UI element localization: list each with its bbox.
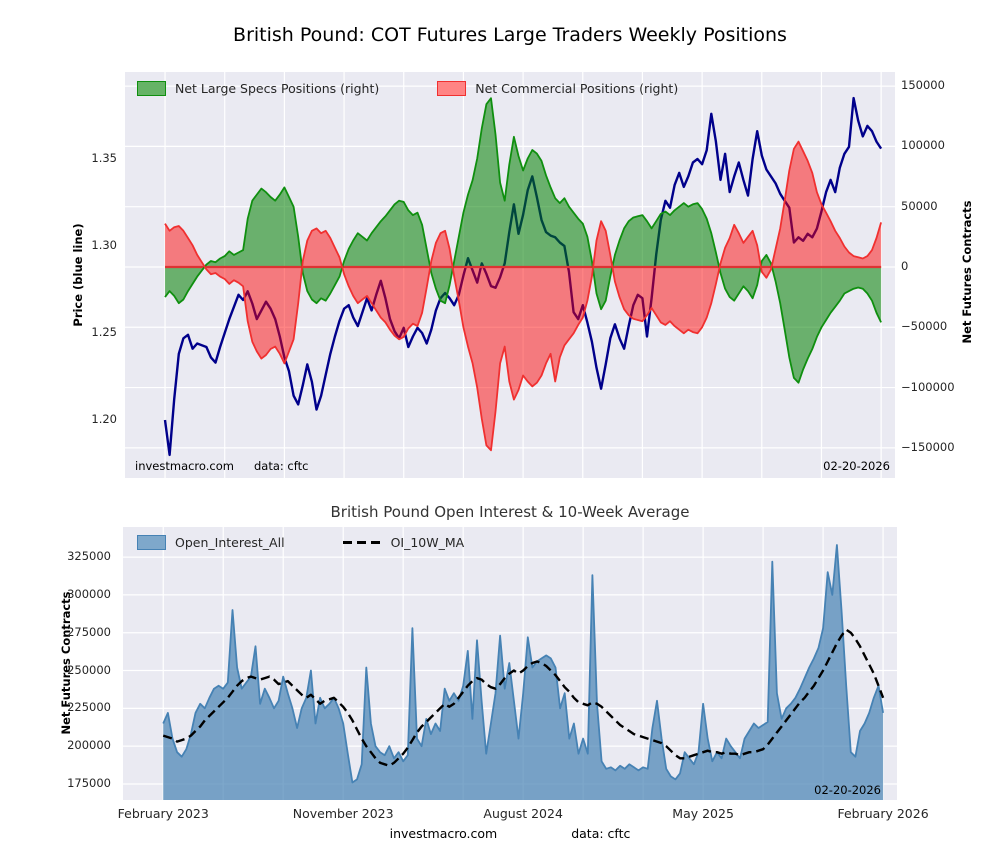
- top-chart-axes: Net Large Specs Positions (right) Net Co…: [125, 72, 895, 478]
- figure-title: British Pound: COT Futures Large Traders…: [233, 24, 787, 46]
- net-commercial-swatch: [437, 81, 467, 96]
- tick-label: November 2023: [292, 806, 394, 821]
- footer-source-text: investmacro.com: [389, 826, 498, 841]
- tick-label: August 2024: [483, 806, 563, 821]
- top-chart-source-annotation: investmacro.com data: cftc: [135, 459, 328, 473]
- bottom-chart-title: British Pound Open Interest & 10-Week Av…: [330, 503, 690, 521]
- ma-legend-label: OI_10W_MA: [390, 535, 465, 550]
- tick-label: 300000: [67, 586, 111, 601]
- net-large-specs-legend-label: Net Large Specs Positions (right): [175, 81, 380, 96]
- tick-label: 150000: [901, 78, 945, 93]
- tick-label: February 2026: [837, 806, 929, 821]
- bottom-chart-plot: [123, 527, 897, 800]
- tick-label: May 2025: [672, 806, 734, 821]
- tick-label: −50000: [901, 319, 948, 334]
- figure-footer: investmacro.com data: cftc: [123, 826, 897, 841]
- top-chart-legend: Net Large Specs Positions (right) Net Co…: [137, 81, 736, 96]
- tick-label: 0: [901, 258, 909, 273]
- bottom-chart-axes: Open_Interest_All OI_10W_MA 02-20-2026: [123, 527, 897, 800]
- net-commercial-legend-label: Net Commercial Positions (right): [475, 81, 679, 96]
- tick-label: 1.20: [91, 412, 117, 427]
- tick-label: −100000: [901, 379, 955, 394]
- tick-label: 1.35: [91, 151, 117, 165]
- tick-label: 325000: [67, 549, 111, 564]
- tick-label: 250000: [67, 662, 111, 677]
- top-chart-plot: [125, 72, 895, 478]
- tick-label: 100000: [901, 138, 945, 153]
- tick-label: 200000: [67, 738, 111, 753]
- bottom-chart-legend: Open_Interest_All OI_10W_MA: [137, 535, 522, 550]
- tick-label: 1.25: [91, 325, 117, 340]
- top-chart-date-annotation: 02-20-2026: [823, 459, 890, 473]
- ma-dashed-line-sample: [342, 541, 381, 544]
- footer-data-text: data: cftc: [571, 826, 631, 841]
- open-interest-legend-label: Open_Interest_All: [175, 535, 285, 550]
- net-large-specs-swatch: [137, 81, 166, 96]
- open-interest-swatch: [137, 535, 166, 550]
- tick-label: 275000: [67, 624, 111, 639]
- tick-label: 175000: [67, 775, 111, 790]
- tick-label: February 2023: [117, 806, 209, 821]
- bottom-chart-date-annotation: 02-20-2026: [814, 783, 881, 797]
- tick-label: 1.30: [91, 238, 117, 253]
- top-chart-source-text: investmacro.com: [135, 459, 234, 473]
- top-chart-data-text: data: cftc: [253, 459, 309, 473]
- tick-label: 225000: [67, 700, 111, 715]
- tick-label: −150000: [901, 439, 955, 454]
- tick-label: 50000: [901, 198, 938, 213]
